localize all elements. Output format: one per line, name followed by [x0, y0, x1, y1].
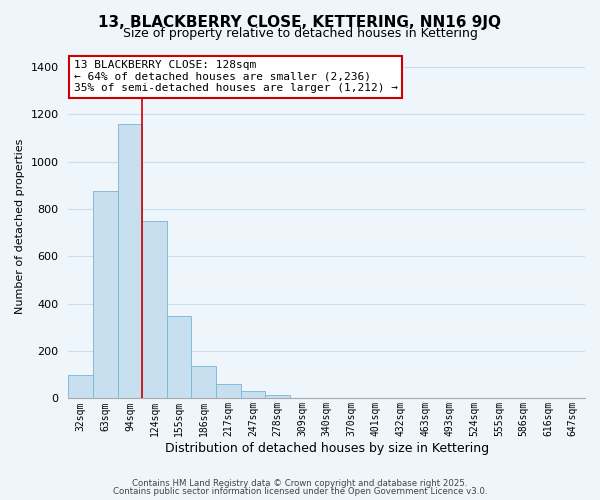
Bar	[265, 395, 290, 398]
Bar	[191, 366, 216, 398]
Bar	[241, 392, 265, 398]
Bar	[93, 191, 118, 398]
Text: Size of property relative to detached houses in Kettering: Size of property relative to detached ho…	[122, 28, 478, 40]
Bar	[167, 316, 191, 398]
Text: Contains HM Land Registry data © Crown copyright and database right 2025.: Contains HM Land Registry data © Crown c…	[132, 478, 468, 488]
Bar	[142, 221, 167, 398]
X-axis label: Distribution of detached houses by size in Kettering: Distribution of detached houses by size …	[164, 442, 489, 455]
Y-axis label: Number of detached properties: Number of detached properties	[15, 139, 25, 314]
Text: 13, BLACKBERRY CLOSE, KETTERING, NN16 9JQ: 13, BLACKBERRY CLOSE, KETTERING, NN16 9J…	[98, 15, 502, 30]
Bar	[118, 124, 142, 398]
Text: Contains public sector information licensed under the Open Government Licence v3: Contains public sector information licen…	[113, 487, 487, 496]
Bar	[216, 384, 241, 398]
Text: 13 BLACKBERRY CLOSE: 128sqm
← 64% of detached houses are smaller (2,236)
35% of : 13 BLACKBERRY CLOSE: 128sqm ← 64% of det…	[74, 60, 398, 94]
Bar	[68, 374, 93, 398]
